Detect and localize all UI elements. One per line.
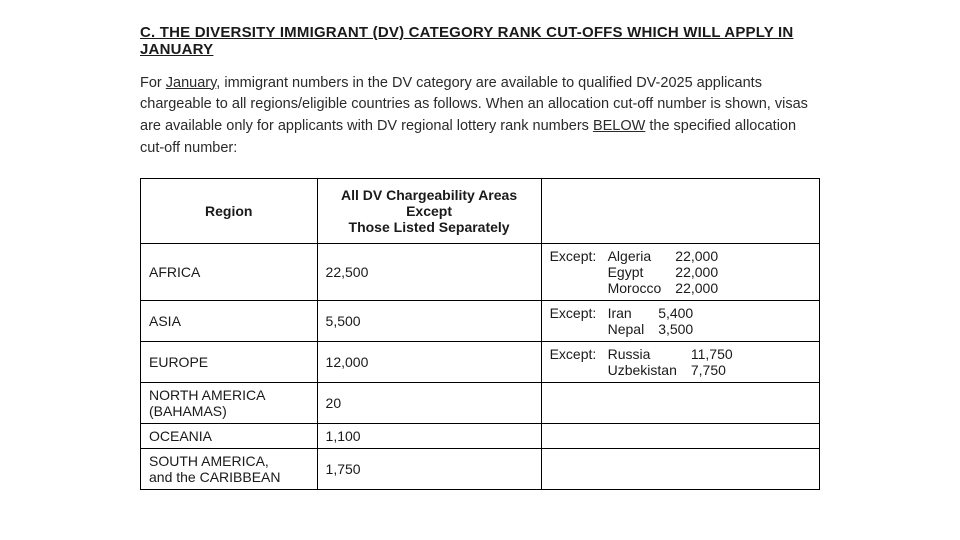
exception-value: 7,750 [691,362,733,378]
exception-item: Uzbekistan 7,750 [608,362,733,378]
section-heading: C. THE DIVERSITY IMMIGRANT (DV) CATEGORY… [140,24,820,58]
cell-cutoff: 20 [317,382,541,423]
except-label: Except: [550,248,602,296]
dv-cutoff-table: Region All DV Chargeability Areas Except… [140,178,820,490]
cell-cutoff: 5,500 [317,300,541,341]
exception-item: Morocco 22,000 [608,280,719,296]
cell-cutoff: 1,750 [317,448,541,489]
region-line2: (BAHAMAS) [149,403,227,419]
table-header-row: Region All DV Chargeability Areas Except… [141,178,820,243]
intro-month: January [166,75,217,91]
cell-cutoff: 1,100 [317,423,541,448]
region-line2: and the CARIBBEAN [149,469,281,485]
intro-text-pre: For [140,75,166,91]
cell-region: SOUTH AMERICA, and the CARIBBEAN [141,448,318,489]
exception-item: Nepal 3,500 [608,321,694,337]
except-label: Except: [550,346,602,378]
exception-value: 11,750 [691,346,733,362]
table-row: EUROPE 12,000 Except: Russia 11,750 Uzbe… [141,341,820,382]
cell-exceptions: Except: Iran 5,400 Nepal 3,500 [541,300,819,341]
cell-exceptions [541,423,819,448]
exception-value: 22,000 [675,248,718,264]
cell-region: OCEANIA [141,423,318,448]
cell-cutoff: 22,500 [317,243,541,300]
table-row: OCEANIA 1,100 [141,423,820,448]
exception-country: Russia [608,346,691,362]
intro-below: BELOW [593,118,645,134]
exception-country: Algeria [608,248,676,264]
cell-exceptions: Except: Russia 11,750 Uzbekistan 7,750 [541,341,819,382]
exception-item: Iran 5,400 [608,305,694,321]
exception-country: Morocco [608,280,676,296]
exception-value: 3,500 [658,321,693,337]
exception-country: Nepal [608,321,659,337]
exception-country: Uzbekistan [608,362,691,378]
cell-region: ASIA [141,300,318,341]
table-row: SOUTH AMERICA, and the CARIBBEAN 1,750 [141,448,820,489]
header-cutoff-line2: Except [406,203,452,219]
cell-region: EUROPE [141,341,318,382]
exception-value: 22,000 [675,280,718,296]
cell-exceptions [541,382,819,423]
region-line1: SOUTH AMERICA, [149,453,269,469]
cell-region: AFRICA [141,243,318,300]
intro-paragraph: For January, immigrant numbers in the DV… [140,73,820,160]
header-cutoff-line1: All DV Chargeability Areas [341,187,517,203]
cell-exceptions [541,448,819,489]
exception-country: Iran [608,305,659,321]
header-cutoff: All DV Chargeability Areas Except Those … [317,178,541,243]
exception-item: Egypt 22,000 [608,264,719,280]
header-cutoff-line3: Those Listed Separately [349,219,510,235]
table-row: NORTH AMERICA (BAHAMAS) 20 [141,382,820,423]
except-label: Except: [550,305,602,337]
region-line1: NORTH AMERICA [149,387,265,403]
header-exceptions [541,178,819,243]
exception-country: Egypt [608,264,676,280]
exception-value: 5,400 [658,305,693,321]
exception-item: Algeria 22,000 [608,248,719,264]
header-region: Region [141,178,318,243]
cell-region: NORTH AMERICA (BAHAMAS) [141,382,318,423]
table-row: AFRICA 22,500 Except: Algeria 22,000 Egy… [141,243,820,300]
table-row: ASIA 5,500 Except: Iran 5,400 Nepal 3,50… [141,300,820,341]
exception-value: 22,000 [675,264,718,280]
cell-exceptions: Except: Algeria 22,000 Egypt 22,000 Moro… [541,243,819,300]
exception-item: Russia 11,750 [608,346,733,362]
cell-cutoff: 12,000 [317,341,541,382]
